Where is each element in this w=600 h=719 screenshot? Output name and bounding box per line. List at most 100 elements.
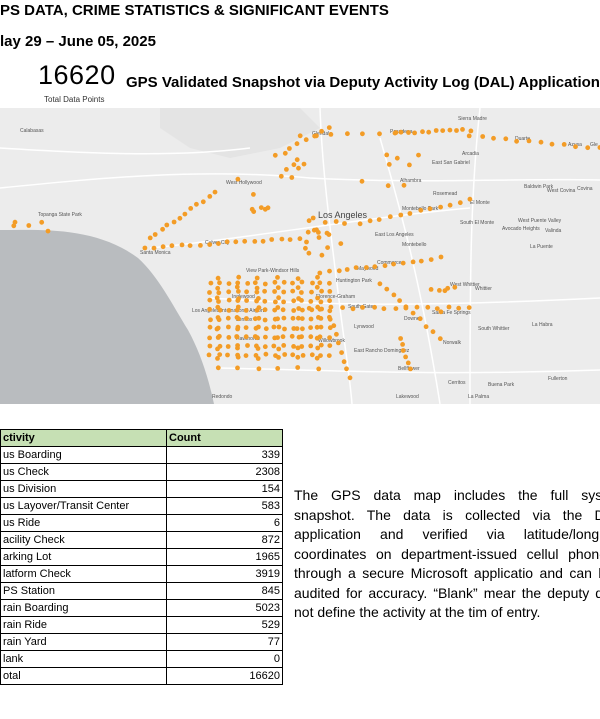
gps-point xyxy=(299,316,305,321)
gps-point xyxy=(258,205,264,210)
gps-point xyxy=(282,150,288,156)
gps-point xyxy=(215,315,221,320)
count-cell: 5023 xyxy=(166,599,283,617)
gps-point xyxy=(249,206,255,212)
gps-point xyxy=(394,155,400,161)
activity-cell: rain Yard xyxy=(0,633,167,651)
map-label: View Park-Windsor Hills xyxy=(246,268,300,274)
gps-point xyxy=(291,162,297,168)
gps-point xyxy=(256,305,262,310)
gps-point xyxy=(235,280,241,286)
gps-point xyxy=(282,326,287,332)
gps-point xyxy=(290,352,296,358)
gps-point xyxy=(327,314,332,320)
gps-point xyxy=(26,223,32,228)
gps-point xyxy=(318,324,324,330)
map-label: Redondo xyxy=(212,394,233,400)
gps-point xyxy=(242,238,248,244)
gps-point xyxy=(234,334,240,340)
activity-cell: rain Ride xyxy=(0,616,167,634)
gps-point xyxy=(360,305,365,310)
gps-point xyxy=(280,334,286,340)
gps-point xyxy=(452,284,458,290)
gps-point xyxy=(384,286,390,292)
gps-point xyxy=(420,129,425,135)
gps-point xyxy=(275,335,280,340)
gps-point xyxy=(217,280,222,286)
date-range: lay 29 – June 05, 2025 xyxy=(0,33,156,50)
gps-point xyxy=(327,308,333,314)
gps-point xyxy=(514,138,519,144)
map-label: La Puente xyxy=(530,244,553,250)
gps-point xyxy=(276,324,282,330)
gps-point xyxy=(407,211,413,216)
gps-point xyxy=(244,289,250,295)
gps-point xyxy=(309,289,314,295)
gps-point xyxy=(438,204,443,210)
gps-point xyxy=(212,189,218,195)
count-cell: 16620 xyxy=(166,667,283,685)
gps-point xyxy=(305,229,311,235)
gps-point xyxy=(296,334,302,340)
gps-point xyxy=(428,287,434,292)
gps-point xyxy=(215,285,221,291)
gps-point xyxy=(303,245,308,251)
gps-point xyxy=(310,215,316,221)
map-label: La Habra xyxy=(532,322,553,328)
gps-point xyxy=(300,353,306,358)
gps-point xyxy=(290,280,295,286)
gps-point xyxy=(318,299,324,305)
gps-point xyxy=(400,260,406,266)
gps-point xyxy=(234,284,240,290)
gps-point xyxy=(410,310,416,316)
gps-point xyxy=(290,315,296,321)
gps-point xyxy=(480,134,486,139)
snapshot-title: GPS Validated Snapshot via Deputy Activi… xyxy=(126,74,600,91)
gps-point xyxy=(319,128,324,134)
gps-point xyxy=(299,279,305,285)
gps-point xyxy=(308,299,314,304)
gps-point xyxy=(400,348,406,353)
count-column-header: Count xyxy=(166,429,283,447)
gps-point xyxy=(275,305,281,310)
activity-cell: acility Check xyxy=(0,531,167,549)
gps-point xyxy=(339,350,344,355)
gps-point xyxy=(207,290,212,295)
gps-point xyxy=(447,202,453,208)
map-label: Lennox xyxy=(236,317,253,323)
gps-point xyxy=(372,264,378,270)
gps-point xyxy=(324,230,330,236)
count-cell: 339 xyxy=(166,446,283,464)
count-cell: 583 xyxy=(166,497,283,515)
map-label: East Los Angeles xyxy=(375,232,414,238)
gps-point xyxy=(281,299,286,305)
table-header-row: ctivity Count xyxy=(0,429,283,447)
gps-point xyxy=(454,128,459,133)
gps-point xyxy=(301,161,307,167)
map-label: Inglewood xyxy=(232,294,255,300)
gps-point xyxy=(299,344,305,349)
map-label: Santa Fe Springs xyxy=(432,310,471,316)
gps-point xyxy=(403,354,408,360)
gps-point xyxy=(289,175,295,180)
gps-point xyxy=(224,239,230,245)
gps-point xyxy=(275,366,281,371)
gps-point xyxy=(418,207,424,213)
gps-point xyxy=(294,326,300,331)
gps-point xyxy=(236,289,241,294)
gps-point xyxy=(255,346,261,351)
gps-point xyxy=(235,365,240,371)
table-row: rain Boarding 5023 xyxy=(0,599,283,617)
gps-point xyxy=(391,261,396,267)
gps-point xyxy=(262,281,268,287)
activity-cell: us Check xyxy=(0,463,167,481)
map-label: Gle xyxy=(590,142,598,148)
gps-point xyxy=(235,304,241,310)
gps-data-points xyxy=(11,125,600,381)
gps-point xyxy=(327,280,332,286)
gps-point xyxy=(297,133,303,139)
gps-point xyxy=(272,289,277,294)
table-row: us Layover/Transit Center 583 xyxy=(0,497,283,515)
activity-cell: us Layover/Transit Center xyxy=(0,497,167,515)
gps-point xyxy=(408,366,413,372)
